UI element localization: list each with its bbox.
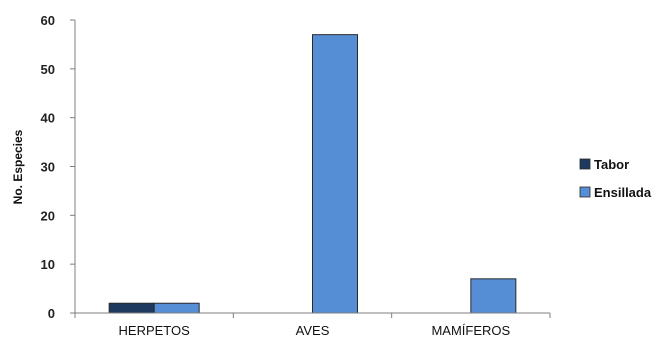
legend: Tabor Ensillada — [579, 157, 652, 200]
legend-label-tabor: Tabor — [594, 157, 629, 172]
legend-swatch-ensillada — [579, 186, 591, 198]
bar-ensillada-aves — [312, 34, 358, 314]
y-tick-label: 0 — [48, 306, 55, 321]
y-tick-label: 20 — [41, 208, 55, 223]
y-tick-label: 10 — [41, 257, 55, 272]
y-tick-label: 40 — [41, 111, 55, 126]
x-tick-label: HERPETOS — [119, 323, 191, 338]
bar-ensillada-herpetos — [153, 302, 200, 314]
y-axis-title: No. Especies — [11, 129, 25, 204]
x-tick-label: AVES — [296, 323, 330, 338]
x-tick-label: MAMÍFEROS — [431, 323, 510, 338]
y-tick-label: 50 — [41, 62, 55, 77]
legend-swatch-tabor — [579, 158, 591, 170]
bar-tabor-herpetos — [108, 302, 155, 314]
axes: HERPETOS AVES MAMÍFEROS 0 10 20 30 40 50 60 — [41, 13, 551, 338]
plot-area — [108, 34, 517, 314]
legend-label-ensillada: Ensillada — [594, 185, 652, 200]
bar-ensillada-mamíferos — [470, 278, 517, 314]
y-tick-label: 30 — [41, 160, 55, 175]
y-tick-label: 60 — [41, 13, 55, 28]
